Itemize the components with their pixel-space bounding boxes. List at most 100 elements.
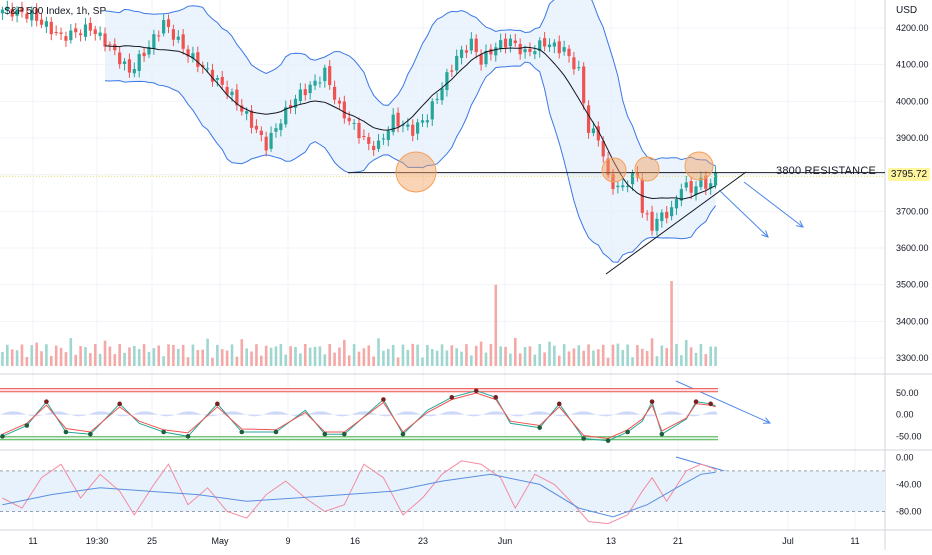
candle-body <box>660 212 664 222</box>
volume-bar <box>1 352 4 366</box>
volume-bar <box>64 352 68 366</box>
candle-body <box>484 50 488 65</box>
volume-bar <box>191 344 195 366</box>
highlight-circle <box>684 151 714 181</box>
candle-body <box>391 114 395 133</box>
candle-body <box>157 35 161 37</box>
volume-bar <box>45 344 48 366</box>
candle-body <box>479 54 483 65</box>
candle-body <box>279 123 283 131</box>
volume-bar <box>84 347 87 366</box>
cross-dot <box>161 429 166 435</box>
candle-body <box>332 86 337 100</box>
candle-body <box>132 69 136 74</box>
oscillator-tick-label: -50.00 <box>896 431 922 441</box>
volume-bar <box>709 346 712 366</box>
candle-body <box>39 19 44 25</box>
candle-body <box>679 189 683 201</box>
volume-bar <box>665 348 669 366</box>
candle-body <box>93 29 97 35</box>
cross-dot <box>185 434 191 439</box>
highlight-circle <box>634 156 660 182</box>
candle-body <box>103 33 107 47</box>
candle-body <box>396 112 400 127</box>
volume-bar <box>20 344 24 366</box>
volume-bar <box>93 344 97 366</box>
volume-bar <box>6 344 9 366</box>
oscillator-tick-label: 0.00 <box>896 410 914 420</box>
volume-bar <box>518 353 522 366</box>
candle-body <box>440 88 444 101</box>
candle-body <box>162 20 166 34</box>
volume-bar <box>269 347 273 366</box>
volume-bar <box>572 348 576 366</box>
candle-body <box>513 40 517 44</box>
volume-bar <box>689 347 693 366</box>
volume-spike-bar <box>670 281 673 366</box>
volume-bar <box>533 354 537 366</box>
volume-bar <box>35 342 38 366</box>
volume-bar <box>553 345 556 366</box>
volume-bar <box>89 353 92 366</box>
volume-bar <box>308 347 312 366</box>
candle-body <box>0 9 5 14</box>
volume-bar <box>567 351 571 366</box>
candle-body <box>347 117 351 122</box>
cross-dot <box>342 431 347 437</box>
support-trendline <box>605 171 747 275</box>
oscillator-tick-label: 50.00 <box>896 388 919 398</box>
candle-body <box>210 69 215 82</box>
volume-bar <box>264 345 268 366</box>
candle-body <box>245 111 249 114</box>
candle-body <box>464 50 469 53</box>
volume-bar <box>621 350 625 366</box>
volume-bar <box>387 349 390 366</box>
candle-body <box>669 207 674 217</box>
volume-bar <box>528 346 532 366</box>
highlight-circle <box>601 157 627 183</box>
candle-body <box>557 41 561 54</box>
candle-body <box>601 140 605 157</box>
volume-bar <box>523 347 527 366</box>
cross-dot <box>44 399 49 404</box>
candle-body <box>543 38 547 47</box>
candle-body <box>411 124 415 136</box>
candle-body <box>205 68 210 70</box>
candle-body <box>469 38 473 51</box>
overbought-zone <box>0 388 718 392</box>
candle-body <box>230 91 234 96</box>
volume-bar <box>245 348 248 366</box>
cross-dot <box>473 388 479 394</box>
volume-bar <box>347 355 351 366</box>
candle-body <box>562 47 566 52</box>
cross-dot <box>63 429 69 435</box>
volume-bar <box>123 352 126 366</box>
candle-body <box>533 51 537 55</box>
candle-body <box>108 44 112 46</box>
volume-bar <box>147 351 151 366</box>
volume-bar <box>406 349 410 366</box>
volume-bar <box>474 345 478 366</box>
candle-body <box>235 89 239 106</box>
candle-body <box>420 120 425 123</box>
time-tick-label: 19:30 <box>86 536 109 546</box>
volume-bar <box>343 339 346 366</box>
volume-bar <box>49 355 53 366</box>
candle-body <box>572 57 576 70</box>
volume-bar <box>274 346 278 366</box>
time-tick-label: May <box>211 536 229 546</box>
price-tick-label: 3500.00 <box>896 280 929 290</box>
volume-bar <box>440 344 444 366</box>
candle-body <box>684 182 688 188</box>
cross-dot <box>449 395 455 400</box>
cross-dot <box>556 401 562 407</box>
volume-bar <box>416 344 419 366</box>
candle-body <box>10 8 14 17</box>
time-tick-label: 23 <box>418 536 428 546</box>
volume-bar <box>460 351 463 366</box>
candle-body <box>196 52 200 67</box>
cross-dot <box>693 399 699 404</box>
cross-dot <box>215 401 220 407</box>
volume-bar <box>430 349 434 366</box>
